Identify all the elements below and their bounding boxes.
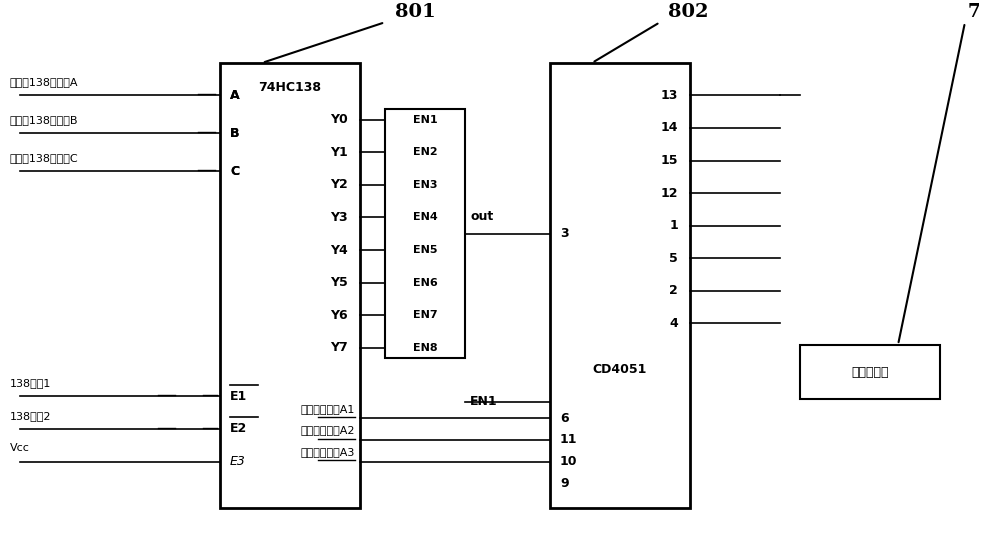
Text: 传感器地址线A1: 传感器地址线A1 — [301, 404, 355, 414]
Text: 138使能1: 138使能1 — [10, 379, 51, 388]
Text: 7: 7 — [968, 3, 980, 20]
Text: Y6: Y6 — [330, 309, 348, 322]
Text: 传感器地址线A2: 传感器地址线A2 — [300, 425, 355, 435]
Text: EN1: EN1 — [470, 396, 498, 408]
Bar — [220, 63, 360, 507]
Text: Y0: Y0 — [330, 114, 348, 126]
Text: 14: 14 — [660, 121, 678, 134]
Text: 1: 1 — [669, 219, 678, 232]
Text: Y4: Y4 — [330, 244, 348, 257]
Text: Y5: Y5 — [330, 276, 348, 289]
Text: 138使能2: 138使能2 — [10, 411, 52, 421]
Text: 11: 11 — [560, 433, 578, 446]
Bar — [385, 109, 465, 359]
Text: 12: 12 — [660, 187, 678, 199]
Text: out: out — [470, 210, 493, 223]
Text: E1: E1 — [230, 390, 247, 403]
Text: E3: E3 — [230, 455, 246, 468]
Text: EN4: EN4 — [413, 213, 437, 223]
Bar — [800, 345, 940, 399]
Text: CD4051: CD4051 — [593, 363, 647, 376]
Text: 74HC138: 74HC138 — [259, 81, 322, 94]
Text: Y7: Y7 — [330, 341, 348, 354]
Text: 15: 15 — [660, 154, 678, 167]
Text: 802: 802 — [668, 3, 708, 20]
Text: 传感器地址线A3: 传感器地址线A3 — [301, 447, 355, 457]
Text: EN2: EN2 — [413, 147, 437, 158]
Text: 5: 5 — [669, 252, 678, 264]
Text: EN1: EN1 — [413, 115, 437, 125]
Text: 传感器138地址线B: 传感器138地址线B — [10, 115, 78, 125]
Text: Y2: Y2 — [330, 179, 348, 191]
Text: 3: 3 — [560, 227, 569, 240]
Text: B: B — [230, 127, 240, 140]
Text: EN8: EN8 — [413, 343, 437, 353]
Text: E2: E2 — [230, 423, 247, 435]
Text: C: C — [230, 165, 239, 178]
Text: B: B — [230, 127, 240, 140]
Text: 颜色传感器: 颜色传感器 — [851, 365, 889, 379]
Text: 传感器138地址线C: 传感器138地址线C — [10, 153, 79, 163]
Text: A: A — [230, 89, 240, 102]
Text: 2: 2 — [669, 284, 678, 297]
Text: EN7: EN7 — [413, 310, 437, 320]
Text: C: C — [230, 165, 239, 178]
Text: EN3: EN3 — [413, 180, 437, 190]
Bar — [550, 63, 690, 507]
Text: Y1: Y1 — [330, 146, 348, 159]
Text: 6: 6 — [560, 412, 569, 425]
Text: EN5: EN5 — [413, 245, 437, 255]
Text: Y3: Y3 — [330, 211, 348, 224]
Text: 10: 10 — [560, 455, 578, 468]
Text: 4: 4 — [669, 317, 678, 329]
Text: EN6: EN6 — [413, 278, 437, 288]
Text: 9: 9 — [560, 477, 569, 490]
Text: 传感器138地址线A: 传感器138地址线A — [10, 77, 78, 87]
Text: Vcc: Vcc — [10, 444, 30, 453]
Text: 801: 801 — [395, 3, 436, 20]
Text: 13: 13 — [661, 89, 678, 102]
Text: A: A — [230, 89, 240, 102]
